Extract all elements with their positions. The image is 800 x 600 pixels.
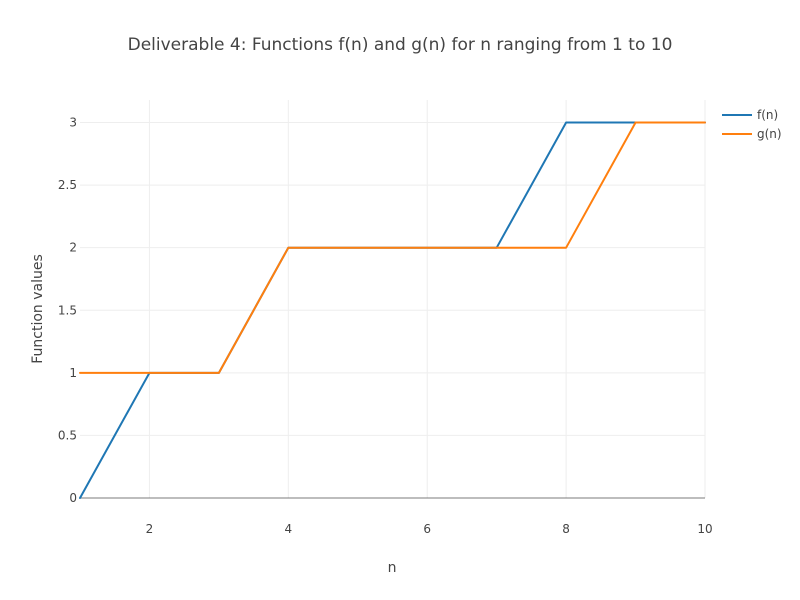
x-tick-label: 8 [562, 522, 570, 536]
legend-item[interactable]: g(n) [722, 127, 782, 141]
y-tick-label: 2 [69, 241, 77, 255]
legend[interactable]: f(n) g(n) [722, 108, 782, 141]
legend-label: g(n) [757, 127, 782, 141]
x-tick-label: 6 [423, 522, 431, 536]
y-axis-title: Function values [30, 254, 46, 364]
legend-label: f(n) [757, 108, 778, 122]
y-tick-label: 1.5 [58, 303, 77, 317]
y-tick-label: 1 [69, 366, 77, 380]
y-tick-label: 0 [69, 491, 77, 505]
x-tick-label: 2 [146, 522, 154, 536]
series-layer [79, 121, 706, 499]
legend-item[interactable]: f(n) [722, 108, 778, 122]
y-tick-label: 3 [69, 116, 77, 130]
series-line-g [79, 121, 706, 374]
y-tick-label: 2.5 [58, 178, 77, 192]
tick-layer: 2 4 6 8 10 0 0.5 1 1.5 2 2.5 3 [58, 116, 713, 536]
chart-title: Deliverable 4: Functions f(n) and g(n) f… [128, 35, 673, 55]
x-axis-title: n [388, 560, 397, 576]
x-tick-label: 4 [285, 522, 293, 536]
y-tick-label: 0.5 [58, 428, 77, 442]
x-tick-label: 10 [697, 522, 712, 536]
